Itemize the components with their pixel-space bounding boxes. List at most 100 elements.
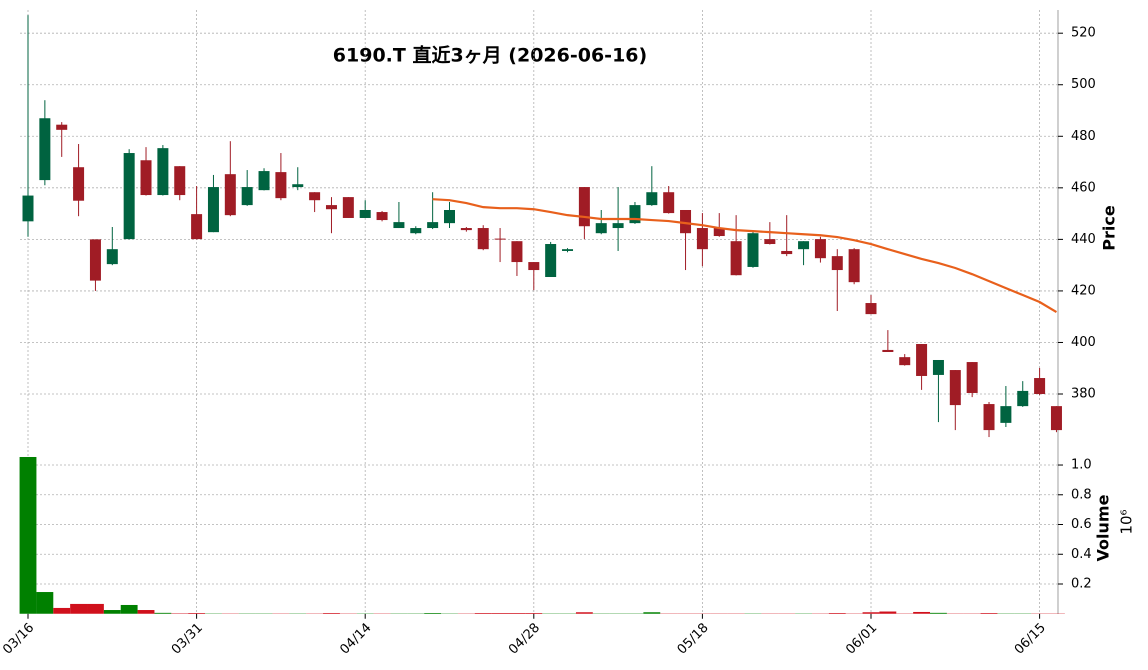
candle-body	[713, 228, 725, 237]
candle-body	[1034, 378, 1046, 395]
candle-body	[275, 172, 287, 199]
volume-bar	[491, 613, 509, 614]
y-tick-label: 520	[1071, 26, 1096, 41]
x-tick-label: 04/14	[337, 620, 374, 657]
volume-bar	[930, 612, 947, 614]
candle-body	[292, 184, 304, 188]
candle-body	[511, 241, 523, 263]
volume-bar	[188, 613, 206, 614]
volume-bar	[879, 611, 897, 614]
candle-body	[494, 238, 506, 240]
candle-body	[56, 124, 68, 130]
candle-body	[207, 187, 219, 233]
x-tick-label: 05/18	[675, 620, 712, 657]
candle-body	[39, 118, 51, 181]
volume-bar	[103, 610, 121, 614]
candle-body	[730, 241, 742, 276]
volume-bar	[137, 610, 155, 614]
candle-body	[899, 357, 911, 366]
candle-body	[848, 249, 860, 283]
x-tick-label: 03/31	[169, 620, 206, 657]
candle-body	[696, 228, 708, 250]
candle-body	[680, 209, 692, 234]
volume-bar	[913, 611, 931, 614]
candle-body	[258, 171, 270, 191]
candle-body	[106, 249, 118, 265]
candle-body	[359, 209, 371, 218]
volume-bar	[53, 607, 71, 614]
y2-tick-label: 0.8	[1071, 487, 1092, 502]
candle-body	[191, 214, 203, 240]
candle-body	[241, 187, 253, 206]
candle-body	[157, 148, 169, 196]
volume-bar	[508, 613, 526, 614]
candle-body	[477, 228, 489, 250]
y2-tick-label: 1.0	[1071, 458, 1092, 473]
x-tick-label: 06/01	[843, 620, 880, 657]
volume-bar	[87, 603, 104, 614]
candle-body	[646, 192, 658, 206]
candle-body	[916, 344, 928, 376]
candle-body	[528, 262, 540, 271]
candle-body	[427, 222, 439, 229]
volume-bar	[70, 603, 88, 614]
y-tick-label: 460	[1071, 180, 1096, 195]
candle-body	[1000, 406, 1012, 423]
y-tick-label: 440	[1071, 232, 1096, 247]
candle-body	[595, 223, 607, 234]
y-tick-label: 380	[1071, 387, 1096, 402]
candle-body	[444, 209, 455, 224]
candle-body	[798, 241, 810, 250]
candle-body	[460, 228, 472, 231]
candle-body	[949, 370, 961, 406]
volume-bar	[474, 613, 492, 614]
candle-body	[612, 223, 624, 229]
candle-body	[410, 228, 422, 234]
candle-body	[814, 239, 826, 259]
candle-body	[22, 195, 34, 222]
volume-bar	[828, 613, 846, 614]
moving-average-line	[432, 198, 1058, 313]
volume-bar	[980, 613, 998, 614]
y-tick-label: 500	[1071, 77, 1096, 92]
y2-multiplier: 10⁶	[1118, 509, 1136, 534]
y-tick-label: 400	[1071, 335, 1096, 350]
volume-bar	[424, 613, 442, 614]
y-tick-label: 480	[1071, 129, 1096, 144]
candle-body	[831, 256, 843, 271]
candle-body	[309, 192, 321, 201]
y-tick-label: 420	[1071, 283, 1096, 298]
candle-body	[932, 359, 944, 375]
candle-body	[224, 174, 236, 216]
volume-bar	[525, 613, 543, 614]
volume-bar	[120, 604, 138, 614]
candle-body	[1050, 406, 1062, 431]
candle-body	[983, 404, 995, 431]
candle-body	[123, 153, 135, 240]
candle-body	[578, 187, 590, 227]
y2-tick-label: 0.4	[1071, 547, 1092, 562]
candle-body	[174, 166, 186, 196]
candle-body	[882, 349, 894, 353]
y2-tick-label: 0.6	[1071, 517, 1092, 532]
y-axis-label: Price	[1100, 205, 1119, 251]
chart-title: 6190.T 直近3ヶ月 (2026-06-16)	[333, 44, 647, 67]
x-tick-label: 06/15	[1012, 620, 1049, 657]
volume-bar	[154, 612, 172, 614]
candle-body	[562, 249, 574, 251]
candle-body	[966, 362, 978, 393]
candle-body	[764, 239, 776, 245]
candle-body	[376, 212, 388, 221]
x-tick-label: 03/16	[0, 620, 37, 657]
candle-body	[393, 222, 405, 229]
y2-tick-label: 0.2	[1071, 577, 1092, 592]
volume-bar	[575, 612, 593, 614]
candle-body	[781, 250, 793, 255]
candle-body	[747, 233, 759, 267]
volume-bar	[323, 613, 340, 614]
candle-body	[663, 192, 675, 214]
x-tick-label: 04/28	[506, 620, 543, 657]
volume-bar	[19, 456, 37, 614]
candle-body	[1017, 390, 1029, 407]
